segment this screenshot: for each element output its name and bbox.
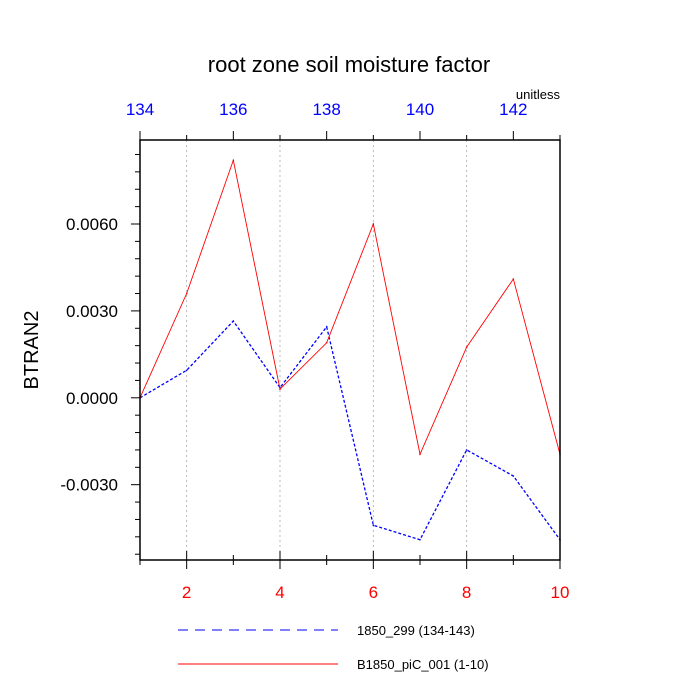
series-2-point (279, 388, 281, 390)
tick-labels: 2 4 6 8 10 134 136 138 140 142 -0.0030 0.0000 0.0030… (60, 100, 569, 602)
chart-title: root zone soil moisture factor (208, 52, 490, 77)
legend-label: B1850_piC_001 (1-10) (357, 657, 489, 672)
top-tick-label: 138 (312, 100, 340, 119)
series-1-point (372, 524, 375, 527)
y-axis-label: BTRAN2 (21, 311, 43, 390)
legend-label: 1850_299 (134-143) (357, 623, 475, 638)
bottom-tick-label: 8 (462, 583, 471, 602)
series-2-point (232, 159, 235, 162)
series-2-point (465, 346, 468, 348)
series-2-point (419, 453, 421, 456)
left-tick-label: -0.0030 (60, 476, 118, 495)
left-tick-label: 0.0000 (66, 389, 118, 408)
gridlines (186, 140, 468, 560)
series-line-1 (139, 320, 561, 541)
left-tick-label: 0.0060 (66, 215, 118, 234)
series-lines (139, 158, 561, 541)
series-1-point (512, 475, 515, 477)
series-1-point (232, 320, 235, 322)
series-2-point (185, 292, 188, 295)
plot-frame (139, 139, 561, 561)
top-tick-label: 140 (406, 100, 434, 119)
top-tick-label: 134 (126, 100, 154, 119)
series-1-point (185, 369, 188, 372)
top-tick-label: 136 (219, 100, 247, 119)
units-label: unitless (516, 87, 561, 102)
series-line-2 (139, 158, 561, 456)
series-1-point (325, 326, 328, 328)
series-2-point (325, 341, 328, 344)
legend: 1850_299 (134-143) B1850_piC_001 (1-10) (178, 623, 489, 672)
series-1-point (419, 538, 421, 541)
bottom-tick-label: 4 (275, 583, 284, 602)
series-2-point (372, 223, 375, 225)
bottom-tick-label: 2 (182, 583, 191, 602)
bottom-tick-label: 10 (551, 583, 570, 602)
left-tick-label: 0.0030 (66, 302, 118, 321)
top-tick-label: 142 (499, 100, 527, 119)
bottom-tick-label: 6 (369, 583, 378, 602)
series-2-point (512, 278, 515, 280)
axis-ticks (131, 131, 561, 569)
series-1-point (465, 449, 468, 451)
